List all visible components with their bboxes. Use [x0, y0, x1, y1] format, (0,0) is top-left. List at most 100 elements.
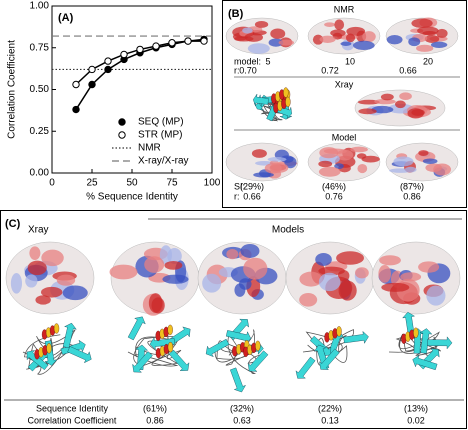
surface-patch — [408, 37, 421, 47]
cc-value: 0.63 — [233, 415, 251, 425]
protein-surface — [285, 241, 375, 315]
row-label: r: — [234, 65, 240, 75]
legend-label: NMR — [138, 143, 161, 154]
strand — [127, 316, 146, 341]
surface-patch — [27, 260, 47, 276]
strand — [343, 330, 369, 344]
surface-patch — [400, 272, 422, 282]
surface-patch — [416, 44, 434, 52]
surface-patch — [340, 41, 352, 46]
surface-patch — [202, 273, 222, 293]
r-value: 0.66 — [243, 191, 261, 201]
surface-patch — [318, 166, 341, 177]
strand — [319, 348, 340, 370]
panel-label: (B) — [228, 8, 244, 20]
strand — [412, 354, 438, 371]
surface-patch — [418, 150, 429, 156]
cc-value: 0.86 — [146, 415, 164, 425]
data-point — [152, 42, 160, 50]
surface-patch — [226, 248, 239, 260]
surface-patch — [324, 22, 336, 27]
si-value: (13%) — [404, 403, 428, 413]
protein-ribbon — [388, 311, 453, 371]
surface-patch — [284, 156, 297, 169]
data-point — [200, 37, 208, 45]
protein-surface — [225, 17, 299, 55]
surface-patch — [29, 246, 41, 260]
r-value: 0.76 — [325, 191, 343, 201]
row-label: Correlation Coefficient — [28, 415, 117, 425]
strand — [295, 356, 316, 379]
surface-patch — [299, 271, 323, 287]
surface-patch — [270, 28, 286, 39]
r-value: 0.66 — [399, 65, 417, 75]
section-title: NMR — [334, 4, 355, 14]
r-value: 0.72 — [321, 65, 339, 75]
surface-patch — [264, 163, 282, 174]
surface-patch — [346, 33, 356, 43]
protein-surface — [371, 241, 461, 315]
surface-patch — [234, 36, 254, 42]
panel-label: (A) — [58, 12, 74, 24]
protein-surface — [5, 241, 95, 315]
x-tick-label: 100 — [204, 178, 221, 189]
strand — [62, 322, 77, 349]
surface-patch — [418, 261, 440, 273]
strand — [205, 338, 230, 358]
column-title: Models — [272, 225, 304, 236]
surface-patch — [411, 18, 433, 29]
helix-turn — [255, 340, 261, 351]
surface-patch — [386, 34, 403, 45]
data-point — [104, 57, 112, 65]
strand — [132, 351, 153, 373]
protein-ribbon — [127, 316, 191, 373]
legend-label: SEQ (MP) — [138, 117, 184, 128]
surface-patch — [393, 156, 414, 167]
panel-c-frame — [0, 210, 467, 429]
helix-turn — [285, 96, 291, 108]
surface-patch — [426, 285, 446, 306]
protein-surface — [109, 241, 200, 316]
surface-patch — [338, 280, 357, 301]
surface-patch — [318, 160, 333, 168]
strand — [419, 328, 433, 354]
data-point — [168, 39, 176, 47]
row-label: model: — [234, 56, 261, 66]
protein-surface — [385, 17, 459, 55]
row-label: SI: — [234, 181, 245, 191]
surface-patch — [353, 40, 375, 50]
strand — [247, 350, 269, 372]
surface-patch — [319, 35, 336, 43]
surface-patch — [278, 39, 295, 46]
surface-patch — [148, 293, 163, 313]
data-point — [120, 50, 128, 59]
protein-surface — [307, 17, 381, 55]
helix-turn — [336, 326, 342, 337]
data-point — [136, 45, 144, 54]
surface-patch — [318, 272, 341, 292]
surface-patch — [62, 285, 88, 301]
legend-label: X-ray/X-ray — [138, 156, 189, 167]
surface-patch — [35, 295, 51, 305]
helix-turn — [46, 343, 52, 354]
helix-turn — [53, 323, 60, 334]
x-axis-label: % Sequence Identity — [86, 192, 178, 203]
surface-patch — [334, 19, 345, 31]
strand — [60, 339, 86, 355]
section-title: Xray — [335, 79, 354, 89]
surface-patch — [350, 146, 368, 153]
surface-patch — [355, 267, 369, 279]
surface-patch — [404, 166, 417, 173]
strand — [168, 349, 190, 371]
x-tick-label: 50 — [126, 178, 138, 189]
data-point — [72, 80, 80, 89]
surface-patch — [334, 163, 344, 170]
cc-value: 0.02 — [407, 415, 425, 425]
data-point — [88, 65, 96, 74]
surface-patch — [357, 99, 380, 105]
protein-ribbon — [22, 322, 92, 375]
surface-patch — [381, 282, 410, 292]
y-tick-label: 1.00 — [30, 1, 50, 12]
surface-patch — [267, 157, 287, 162]
cc-value: 0.13 — [321, 415, 339, 425]
